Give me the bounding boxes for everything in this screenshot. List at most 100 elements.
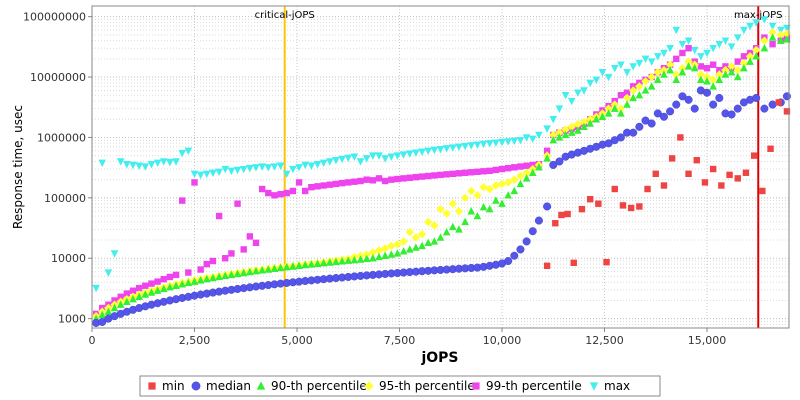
data-point	[777, 36, 785, 44]
data-point	[510, 186, 519, 195]
data-point	[684, 57, 693, 66]
data-point	[549, 136, 558, 144]
data-point	[733, 34, 742, 42]
data-point	[739, 58, 749, 68]
data-point	[295, 164, 303, 172]
data-point	[320, 182, 327, 189]
x-tick-label: 7,500	[384, 334, 416, 347]
data-point	[574, 126, 582, 134]
data-point	[301, 161, 309, 170]
data-point	[233, 269, 242, 278]
data-point	[172, 271, 180, 279]
data-point	[283, 189, 290, 197]
data-point	[313, 161, 322, 169]
data-point	[485, 140, 494, 148]
data-point	[369, 152, 377, 160]
x-axis-ticks: 0 2,500 5,000 7,500 10,000 12,500 15,000	[89, 328, 726, 347]
y-tick-label: 100000000	[23, 11, 86, 24]
data-point	[709, 165, 717, 173]
data-point	[393, 152, 402, 160]
data-point	[516, 137, 525, 145]
data-point	[523, 162, 530, 169]
data-point	[746, 22, 754, 31]
data-point	[98, 159, 107, 168]
y-axis-ticks: 1000 10000 100000 1000000 10000000 100000000	[23, 11, 92, 326]
y-tick-label: 1000000	[37, 131, 86, 144]
data-point	[375, 152, 383, 160]
data-point	[558, 211, 565, 219]
data-point	[629, 93, 637, 102]
data-point	[221, 271, 230, 280]
data-point	[528, 227, 537, 236]
data-point	[159, 158, 168, 166]
data-point	[619, 202, 627, 209]
data-point	[375, 175, 383, 182]
data-point	[258, 266, 266, 274]
data-point	[425, 172, 432, 180]
data-point	[405, 150, 414, 158]
data-point	[733, 104, 742, 113]
data-point	[252, 239, 260, 247]
data-point	[166, 283, 174, 291]
data-point	[543, 125, 551, 133]
data-point	[672, 100, 681, 109]
data-point	[430, 237, 439, 245]
data-point	[777, 26, 785, 35]
data-point	[760, 16, 769, 24]
data-point	[221, 165, 230, 174]
data-point	[424, 147, 432, 156]
data-point	[271, 192, 278, 199]
data-point	[709, 45, 717, 53]
data-point	[636, 203, 643, 210]
data-point	[567, 97, 576, 106]
data-point	[443, 171, 450, 178]
data-point	[579, 117, 589, 127]
data-point	[617, 92, 625, 99]
data-point	[561, 125, 570, 134]
data-point	[690, 64, 699, 72]
data-point	[411, 233, 421, 242]
data-point	[733, 65, 742, 75]
data-point	[580, 87, 588, 95]
data-point	[442, 145, 451, 153]
data-point	[623, 89, 631, 96]
data-point	[497, 179, 507, 189]
data-point	[768, 28, 777, 37]
legend-box	[139, 375, 661, 397]
data-point	[418, 241, 426, 250]
data-point	[98, 317, 107, 326]
data-point	[154, 278, 161, 285]
data-point	[580, 122, 588, 131]
data-point	[141, 290, 150, 298]
data-point	[715, 70, 724, 79]
data-point	[486, 167, 493, 175]
data-point	[345, 179, 352, 186]
data-point	[406, 174, 413, 181]
data-point	[172, 158, 180, 166]
data-point	[604, 73, 613, 82]
data-point	[363, 176, 370, 183]
data-point	[703, 77, 711, 85]
data-point	[412, 243, 420, 251]
series-90-th-percentile	[92, 33, 791, 322]
data-point	[622, 93, 632, 103]
data-point	[387, 241, 396, 251]
data-point	[701, 179, 709, 186]
data-point	[380, 244, 390, 253]
grid-lines	[91, 6, 789, 329]
data-point	[344, 154, 353, 163]
data-point	[567, 128, 576, 136]
data-point	[543, 147, 551, 155]
data-point	[197, 266, 204, 273]
data-point	[246, 233, 254, 240]
data-point	[215, 272, 223, 281]
data-point	[516, 171, 525, 181]
data-point	[586, 119, 594, 127]
data-point	[104, 269, 113, 277]
data-point	[412, 149, 420, 157]
data-point	[461, 169, 469, 176]
data-point	[727, 110, 736, 119]
data-point	[332, 156, 340, 165]
data-point	[511, 164, 518, 171]
data-point	[227, 270, 236, 279]
